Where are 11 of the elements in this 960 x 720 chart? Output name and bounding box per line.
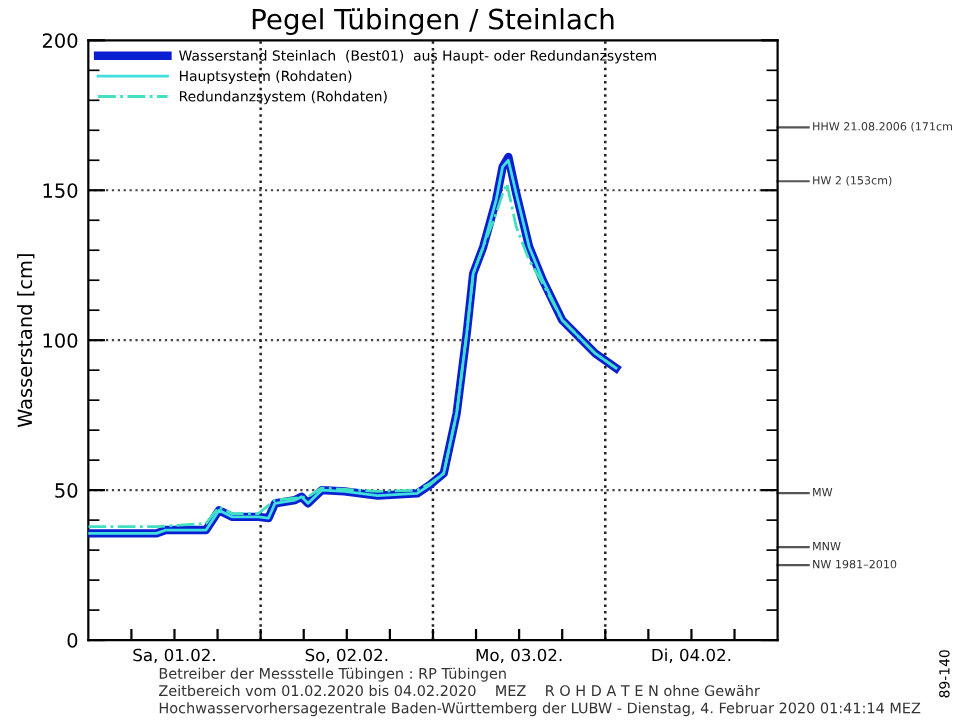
chart-title: Pegel Tübingen / Steinlach [252,8,614,35]
x-tick-label: Mo, 03.02. [476,648,562,664]
y-tick-label: 150 [43,183,78,198]
x-tick-label: Sa, 01.02. [133,648,215,664]
y-tick-label: 200 [42,33,78,48]
y-tick-label: 0 [67,633,78,648]
x-tick-label: So, 02.02. [305,648,388,664]
y-axis-title: Wasserstand [cm] [17,254,35,428]
y-tick-label: 50 [55,483,78,498]
x-tick-label: Di, 04.02. [652,648,731,664]
y-tick-label: 100 [43,333,78,348]
